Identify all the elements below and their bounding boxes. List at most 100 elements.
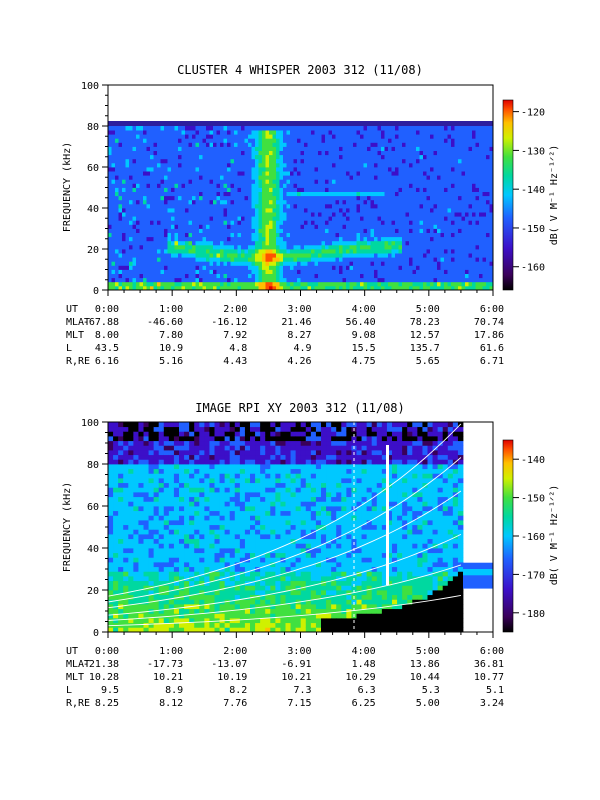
spectrogram-cell (391, 158, 396, 164)
spectrogram-cell (349, 183, 354, 188)
spectrogram-cell (220, 167, 224, 172)
spectrogram-cell (374, 158, 378, 164)
spectrogram-cell (479, 249, 483, 254)
spectrogram-cell (321, 216, 326, 221)
spectrogram-cell (384, 265, 389, 270)
spectrogram-cell (433, 191, 438, 197)
spectrogram-cell (360, 261, 364, 266)
spectrogram-cell (353, 216, 357, 221)
spectrogram-cell (405, 158, 410, 164)
spectrogram-cell (157, 138, 161, 143)
spectrogram-cell (398, 257, 403, 262)
spectrogram-cell (381, 285, 385, 290)
spectrogram-cell (388, 285, 392, 290)
spectrogram-cell (398, 273, 403, 279)
spectrogram-cell (405, 244, 410, 250)
spectrogram-cell (430, 142, 434, 147)
spectrogram-cell (150, 265, 154, 270)
spectrogram-cell (195, 187, 200, 192)
colorbar-tick-label: -140 (521, 185, 545, 196)
spectrogram-cell (339, 162, 343, 168)
spectrogram-cell (335, 285, 340, 290)
spectrogram-cell (454, 269, 459, 274)
spectrogram-cell (454, 183, 459, 188)
spectrogram-cell (370, 183, 375, 188)
spectrogram-cell (108, 236, 112, 242)
spectrogram-cell (108, 562, 114, 568)
spectrogram-cell (304, 179, 308, 184)
spectrogram-cell (265, 257, 270, 262)
spectrogram-cell (482, 228, 487, 233)
spectrogram-cell (209, 203, 214, 209)
spectrogram-cell (269, 158, 273, 164)
spectrogram-cell (419, 232, 424, 238)
spectrogram-cell (325, 285, 329, 290)
spectrogram-cell (342, 277, 347, 283)
spectrogram-cell (486, 273, 490, 279)
spectrogram-cell (416, 216, 420, 221)
spectrogram-cell (128, 454, 134, 460)
spectrogram-cell (335, 179, 340, 184)
spectrogram-cell (479, 236, 483, 242)
spectrogram-cell (125, 138, 130, 143)
spectrogram-cell (244, 130, 249, 135)
spectrogram-cell (220, 183, 224, 188)
spectrogram-cell (472, 240, 476, 246)
spectrogram-cell (437, 158, 441, 164)
spectrogram-cell (339, 236, 343, 242)
spectrogram-cell (227, 179, 231, 184)
spectrogram-cell (451, 240, 455, 246)
spectrogram-cell (108, 138, 112, 143)
spectrogram-cell (174, 187, 179, 192)
spectrogram-cell (314, 208, 319, 213)
spectrogram-cell (185, 126, 189, 131)
spectrogram-cell (113, 594, 119, 600)
spectrogram-cell (150, 236, 154, 242)
spectrogram-cell (139, 285, 144, 290)
spectrogram-cell (133, 613, 139, 619)
spectrogram-cell (195, 191, 200, 197)
spectrogram-cell (489, 249, 493, 254)
spectrogram-cell (321, 126, 326, 131)
spectrogram-cell (241, 134, 245, 139)
spectrogram-cell (118, 496, 124, 502)
spectrogram-cell (328, 134, 333, 139)
spectrogram-cell (339, 232, 343, 238)
spectrogram-cell (150, 228, 154, 233)
spectrogram-cell (125, 199, 130, 205)
spectrogram-cell (465, 126, 469, 131)
spectrogram-cell (451, 171, 455, 176)
spectrogram-cell (220, 142, 224, 147)
spectrogram-cell (367, 146, 371, 151)
spectrogram-cell (129, 187, 133, 192)
spectrogram-cell (209, 195, 214, 201)
spectrogram-cell (202, 269, 207, 274)
spectrogram-cell (258, 281, 263, 287)
spectrogram-cell (248, 158, 252, 164)
spectrogram-cell (108, 529, 114, 535)
spectrogram-cell (349, 208, 354, 213)
spectrogram-cell (283, 171, 287, 176)
spectrogram-cell (153, 273, 158, 279)
spectrogram-cell (118, 618, 124, 624)
spectrogram-cell (237, 244, 242, 250)
spectrogram-cell (178, 236, 182, 242)
spectrogram-cell (220, 179, 224, 184)
spectrogram-cell (398, 142, 403, 147)
spectrogram-cell (388, 171, 392, 176)
spectrogram-cell (398, 146, 403, 151)
spectrogram-cell (465, 244, 469, 250)
spectrogram-cell (349, 171, 354, 176)
spectrogram-cell (143, 478, 149, 484)
spectrogram-cell (123, 454, 129, 460)
spectrogram-cell (293, 277, 298, 283)
spectrogram-cell (206, 195, 210, 201)
spectrogram-cell (216, 195, 221, 201)
spectrogram-cell (447, 154, 452, 160)
spectrogram-cell (440, 195, 445, 201)
spectrogram-cell (192, 212, 196, 217)
spectrogram-cell (157, 269, 161, 274)
spectrogram-cell (216, 154, 221, 160)
spectrogram-cell (311, 261, 315, 266)
spectrogram-cell (108, 571, 114, 577)
